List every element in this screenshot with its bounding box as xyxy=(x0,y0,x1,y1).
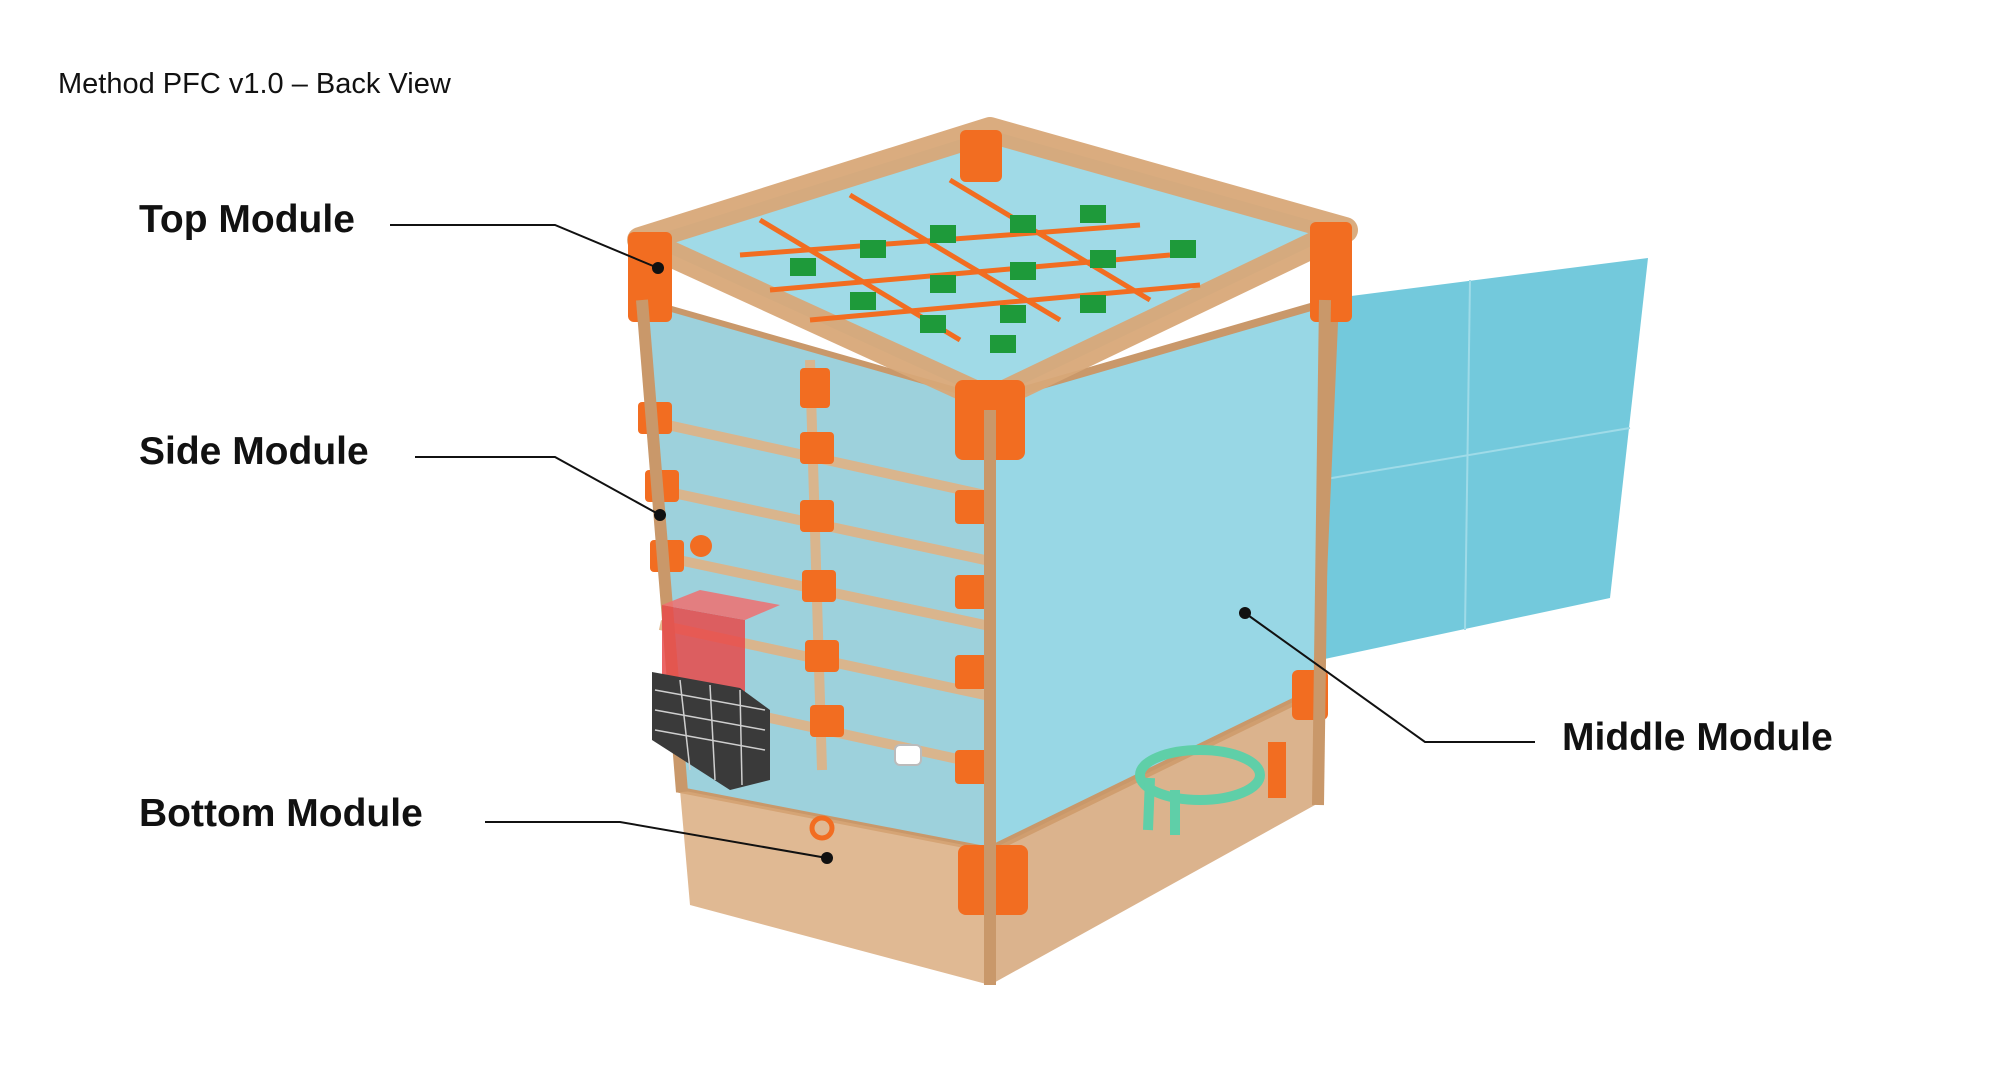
label-top-module: Top Module xyxy=(139,198,355,241)
green-pods xyxy=(790,205,1196,353)
label-middle-module: Middle Module xyxy=(1562,716,1833,759)
label-side-module: Side Module xyxy=(139,430,369,473)
filter-mesh-icon xyxy=(652,672,770,790)
page-title: Method PFC v1.0 – Back View xyxy=(58,68,451,100)
pipe-clip-icon xyxy=(1135,745,1265,835)
label-bottom-module: Bottom Module xyxy=(139,792,423,835)
door-panel xyxy=(1319,258,1648,660)
bottom-module xyxy=(680,690,1318,985)
leader-dots xyxy=(652,262,1251,864)
white-fitting xyxy=(894,744,922,766)
leader-lines xyxy=(390,224,1535,859)
top-module xyxy=(627,117,1358,915)
